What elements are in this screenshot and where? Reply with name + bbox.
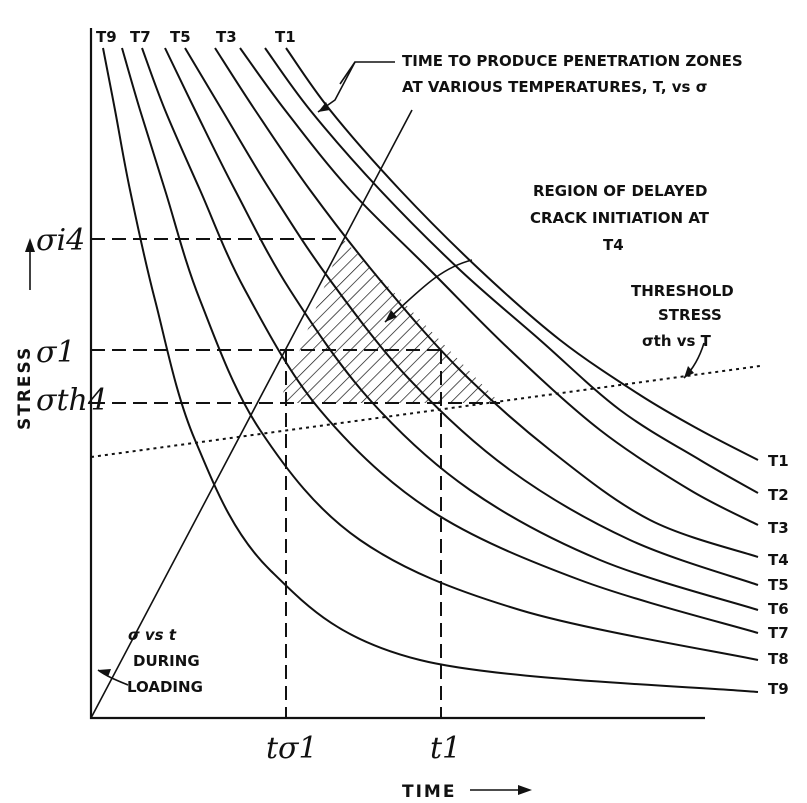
temperature-curves [102,47,759,693]
right-label: T3 [768,519,789,537]
loading-line [90,109,413,719]
temperature-curve-t5 [184,47,759,586]
y-axis-label: STRESS [15,346,35,430]
region-annotation-line2: CRACK INITIATION AT [530,209,710,227]
temperature-curve-t4 [214,47,759,558]
stress-arrowhead [25,238,35,252]
temperature-curve-t1 [285,47,759,461]
region-annotation-line1: REGION OF DELAYED [533,182,707,200]
threshold-annotation-line3: σth vs T [642,332,712,350]
right-label: T9 [768,680,789,698]
sigma-th4-label: σth4 [36,383,107,418]
threshold-annotation-line2: STRESS [658,306,722,324]
top-label: T9 [96,28,117,46]
region-annotation-line3: T4 [603,236,624,254]
x-axis-label: TIME [402,782,456,802]
penetration-annotation-line1: TIME TO PRODUCE PENETRATION ZONES [402,52,743,70]
loading-annotation-line1: σ vs t [128,626,177,644]
top-label: T5 [170,28,191,46]
threshold-line [90,365,761,458]
temperature-curve-t9 [102,47,759,693]
top-curve-labels: T9 T7 T5 T3 T1 [96,28,296,46]
right-curve-labels: T1 T2 T3 T4 T5 T6 T7 T8 T9 [768,452,789,698]
penetration-annotation-line2: AT VARIOUS TEMPERATURES, T, vs σ [402,78,707,96]
loading-arrowhead [98,669,111,677]
temperature-curve-t2 [264,47,759,494]
right-label: T2 [768,486,789,504]
loading-annotation-line2: DURING [133,652,200,670]
region-arrowhead [385,310,397,322]
time-arrowhead [518,785,532,795]
right-label: T4 [768,551,789,569]
right-label: T1 [768,452,789,470]
t1-label: t1 [430,731,461,766]
loading-annotation-line3: LOADING [127,678,203,696]
sigma-i4-label: σi4 [36,223,85,258]
threshold-arrowhead [684,366,694,378]
threshold-annotation-line1: THRESHOLD [631,282,734,300]
t-sigma1-label: tσ1 [266,731,318,766]
region-leader [384,259,473,323]
top-label: T7 [130,28,151,46]
right-label: T6 [768,600,789,618]
temperature-curve-t6 [164,47,759,611]
right-label: T5 [768,576,789,594]
penetration-arrowhead [318,102,330,112]
temperature-curve-t7 [141,47,759,634]
penetration-leader-branch [339,61,356,85]
right-label: T8 [768,650,789,668]
penetration-leader [317,61,395,113]
top-label: T1 [275,28,296,46]
temperature-curve-t3 [239,47,759,526]
temperature-curve-t8 [121,47,759,661]
hatched-region [279,239,500,403]
top-label: T3 [216,28,237,46]
right-label: T7 [768,624,789,642]
sigma-1-label: σ1 [36,335,76,370]
